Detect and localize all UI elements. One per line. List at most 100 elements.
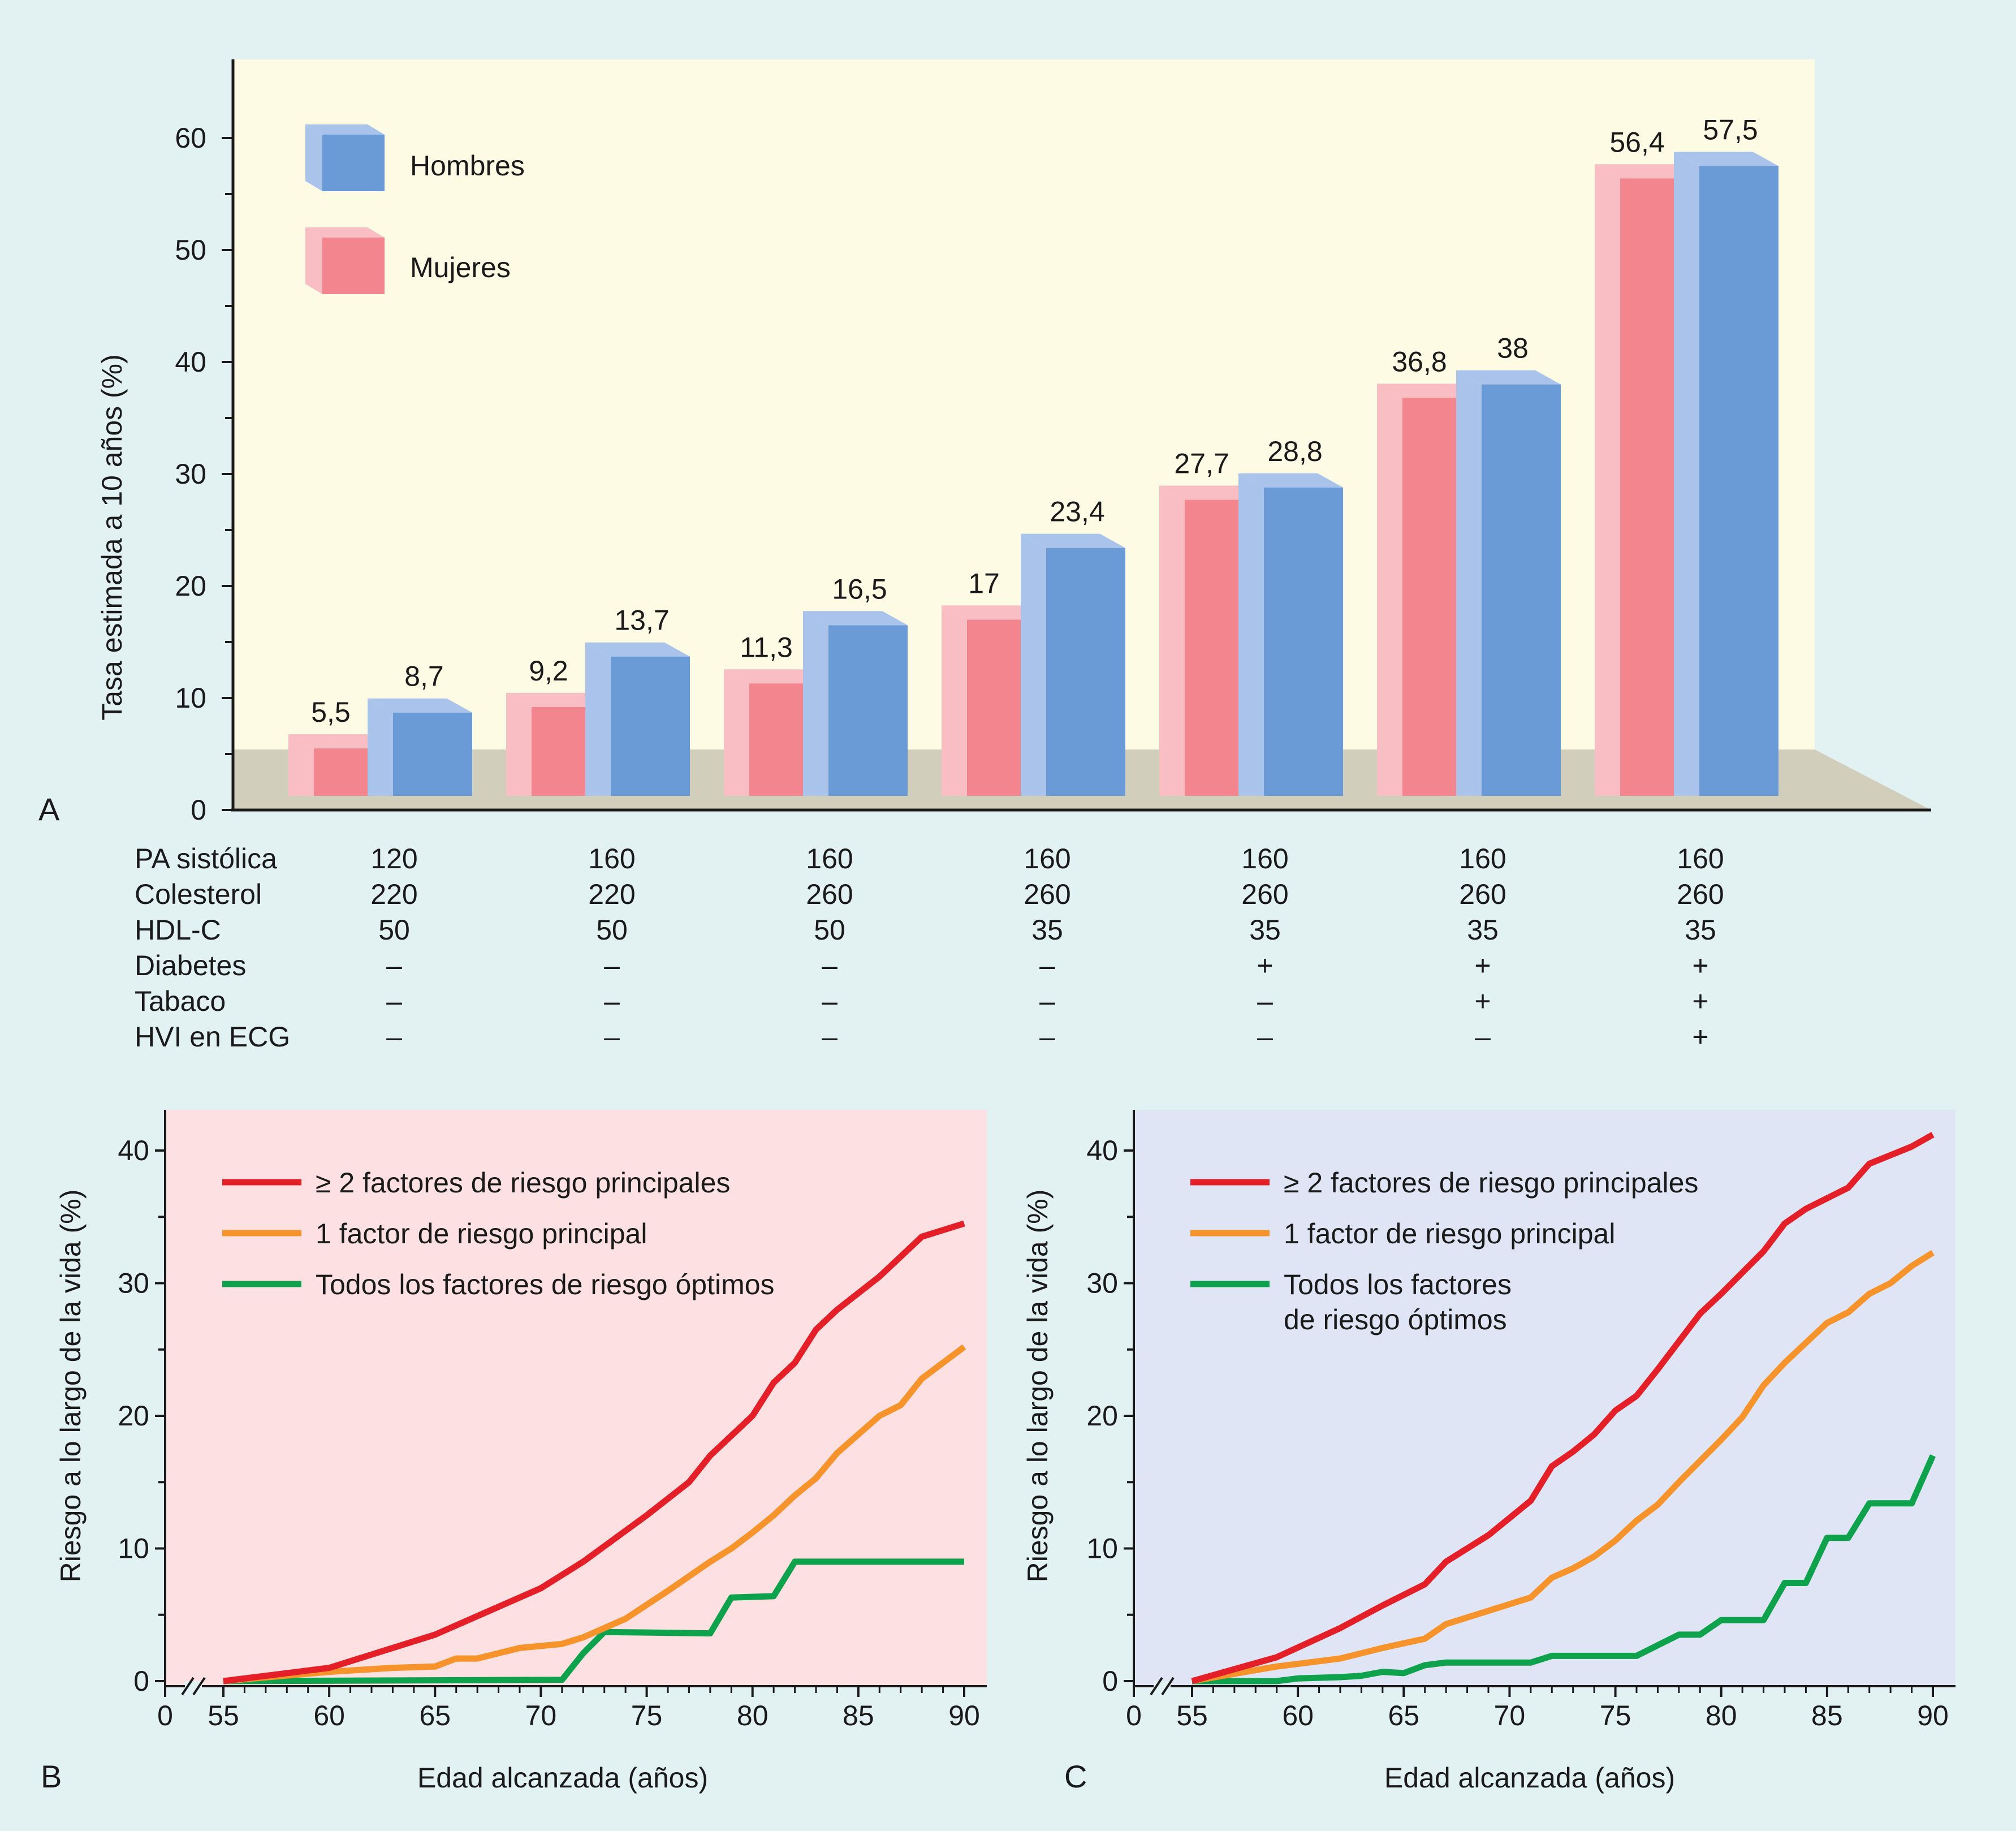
bar-group-1: 5,5 8,7 — [288, 661, 472, 796]
legend-swatch-hombres — [305, 124, 385, 191]
table-cell: – — [386, 1021, 402, 1053]
y-tick-label: 0 — [133, 1665, 149, 1697]
table-cell: – — [1475, 1021, 1491, 1053]
table-cell: – — [386, 985, 402, 1017]
legend-label: ≥ 2 factores de riesgo principales — [1284, 1167, 1698, 1199]
y-tick-label: 40 — [118, 1135, 149, 1166]
table-cell: – — [604, 950, 620, 981]
y-tick-label: 50 — [175, 234, 206, 266]
x-tick-label: 65 — [1388, 1700, 1419, 1731]
bar-mujeres-side — [1595, 164, 1620, 796]
table-cell: 260 — [806, 878, 853, 910]
table-cell: + — [1257, 950, 1273, 981]
legend-cube-front — [322, 135, 385, 191]
panel-b: 0 10 20 30 40 0 55 60 65 70 75 80 85 90 ≥ 2 factores d… — [41, 1110, 987, 1794]
table-cell: 35 — [1249, 914, 1281, 946]
legend-swatch-mujeres — [305, 227, 385, 294]
axis-break-mark — [192, 1677, 206, 1696]
x-tick-label: 90 — [1917, 1700, 1949, 1731]
x-tick-label: 75 — [631, 1700, 663, 1731]
bar-hombres-top — [803, 611, 908, 626]
table-cell: – — [604, 1021, 620, 1053]
bar-hombres — [1046, 548, 1125, 796]
table-cell: 260 — [1459, 878, 1506, 910]
series-line-1-factor-de-riesgo-principal — [1192, 1250, 1935, 1684]
table-cell: – — [1039, 950, 1055, 981]
table-cell: + — [1692, 985, 1708, 1017]
legend-cube-top — [305, 227, 385, 238]
legend-label: Todos los factores — [1284, 1269, 1512, 1300]
bar-mujeres-side — [506, 692, 532, 796]
panel-b-plot: 0 10 20 30 40 0 55 60 65 70 75 80 85 90 ≥ 2 factores d… — [118, 1110, 987, 1731]
y-tick-label: 20 — [1086, 1400, 1118, 1432]
table-cell: 260 — [1677, 878, 1724, 910]
y-tick-label: 30 — [175, 458, 206, 490]
bar-hombres — [1482, 384, 1561, 796]
bar-hombres-side — [1674, 152, 1699, 796]
panel-a-risk-factor-table: PA sistólica 120 160 160 160 160 160 160 Coleste… — [135, 843, 1724, 1053]
bar-hombres-side — [1456, 370, 1482, 796]
panel-a-ylabel: Tasa estimada a 10 años (%) — [96, 354, 128, 721]
data-label-mujeres: 9,2 — [529, 655, 568, 687]
legend-label: 1 factor de riesgo principal — [316, 1218, 647, 1250]
legend-cube-top — [305, 124, 385, 135]
bar-hombres — [1264, 487, 1343, 796]
y-tick-label: 40 — [1086, 1135, 1118, 1166]
data-label-mujeres: 36,8 — [1392, 346, 1447, 377]
legend-label: Todos los factores de riesgo óptimos — [316, 1269, 775, 1300]
panel-b-xlabel: Edad alcanzada (años) — [417, 1762, 708, 1794]
table-cell: 160 — [1677, 843, 1724, 874]
table-row-label: Colesterol — [135, 878, 262, 910]
bar-hombres-top — [368, 698, 472, 713]
legend-cube-side — [305, 227, 322, 294]
table-row-label: Tabaco — [135, 985, 226, 1017]
bar-group-4: 17 23,4 — [942, 496, 1125, 796]
panel-b-ylabel: Riesgo a lo largo de la vida (%) — [55, 1190, 87, 1583]
table-cell: 160 — [806, 843, 853, 874]
bar-group-7: 56,4 57,5 — [1595, 114, 1778, 796]
axis-break-mark — [1161, 1677, 1175, 1696]
table-cell: – — [822, 950, 838, 981]
bar-mujeres-side — [1377, 384, 1402, 796]
bar-mujeres-top — [288, 734, 393, 749]
table-cell: + — [1692, 950, 1708, 981]
bar-hombres-top — [1021, 533, 1125, 548]
table-cell: 50 — [814, 914, 845, 946]
table-cell: 35 — [1685, 914, 1716, 946]
panel-c-xlabel: Edad alcanzada (años) — [1384, 1762, 1675, 1794]
data-label-hombres: 23,4 — [1050, 496, 1104, 528]
table-cell: 120 — [370, 843, 417, 874]
bar-hombres-side — [1021, 533, 1046, 796]
series-line-todos-los-factores-de-riesgo-ptimos — [223, 1558, 964, 1684]
x-tick-label: 70 — [1494, 1700, 1526, 1731]
x-tick-label: 0 — [1126, 1700, 1142, 1731]
bar-hombres-side — [1238, 473, 1264, 796]
x-tick-label: 75 — [1600, 1700, 1631, 1731]
data-label-hombres: 16,5 — [832, 573, 887, 605]
x-tick-label: 0 — [157, 1700, 173, 1731]
panel-c: 0 10 20 30 40 0 55 60 65 70 75 80 85 90 ≥ 2 factores d… — [1022, 1110, 1955, 1794]
data-label-mujeres: 5,5 — [311, 696, 351, 728]
panel-a-label: A — [38, 791, 60, 827]
table-cell: 160 — [1024, 843, 1070, 874]
table-cell: – — [1039, 985, 1055, 1017]
x-tick-label: 80 — [737, 1700, 769, 1731]
bar-hombres — [1699, 166, 1778, 796]
legend-label: de riesgo óptimos — [1284, 1304, 1507, 1335]
x-tick-label: 70 — [525, 1700, 557, 1731]
bar-mujeres-top — [1595, 164, 1699, 179]
axis-break-mark — [181, 1677, 195, 1696]
y-tick-label: 40 — [175, 346, 206, 378]
table-cell: 35 — [1031, 914, 1063, 946]
table-cell: 50 — [596, 914, 628, 946]
table-cell: + — [1474, 950, 1491, 981]
series-line-1-factor-de-riesgo-principal — [223, 1344, 966, 1684]
bar-hombres-side — [803, 611, 828, 796]
bar-hombres — [393, 712, 472, 796]
table-cell: 260 — [1024, 878, 1070, 910]
legend-label-hombres: Hombres — [410, 150, 525, 182]
y-tick-label: 0 — [191, 794, 206, 826]
data-label-mujeres: 56,4 — [1609, 126, 1664, 158]
